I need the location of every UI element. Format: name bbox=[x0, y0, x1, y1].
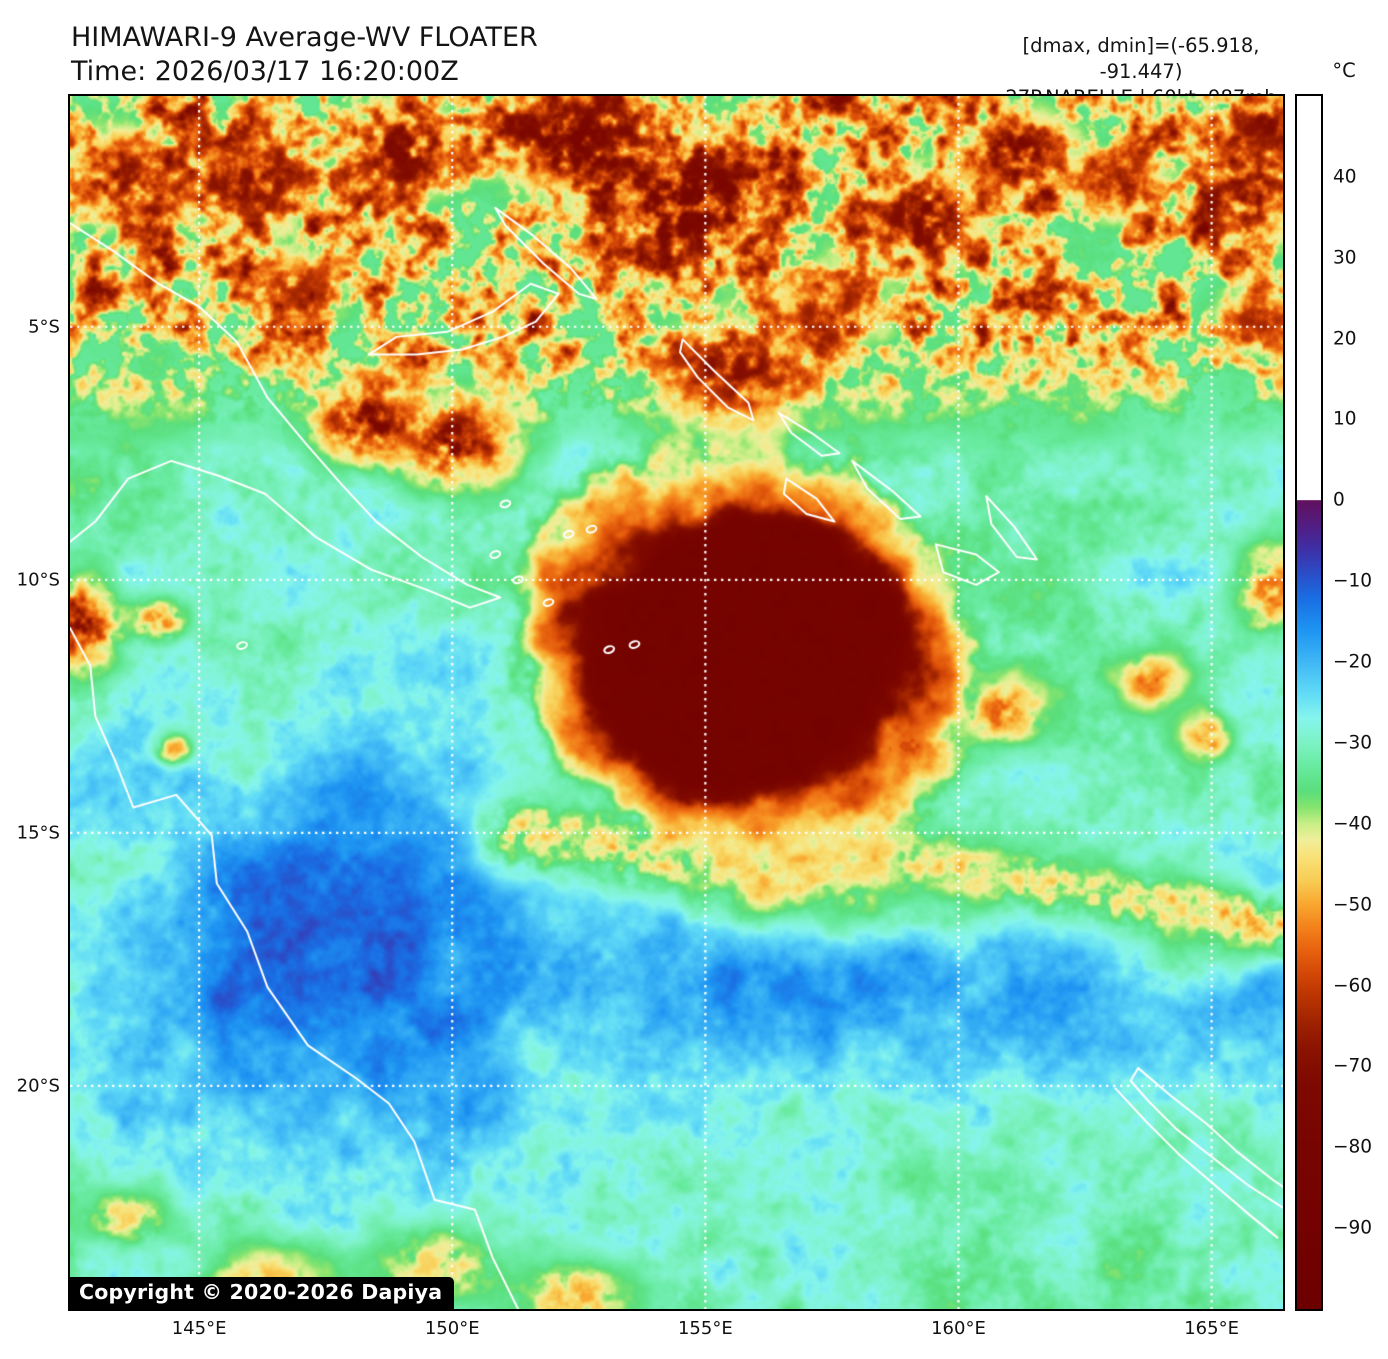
product-title-block: HIMAWARI-9 Average-WV FLOATER Time: 2026… bbox=[71, 21, 538, 89]
colorbar-tick-label: 40 bbox=[1333, 166, 1357, 188]
latitude-tick-label: 15°S bbox=[16, 822, 60, 844]
longitude-tick-label: 165°E bbox=[1184, 1318, 1239, 1339]
longitude-tick-label: 150°E bbox=[424, 1318, 480, 1339]
colorbar-tick-label: −30 bbox=[1333, 732, 1373, 754]
colorbar-tick-label: 10 bbox=[1333, 408, 1357, 430]
colorbar-tick-label: 30 bbox=[1333, 247, 1357, 269]
colorbar-tick-label: −70 bbox=[1333, 1055, 1373, 1077]
colorbar-tick-label: −20 bbox=[1333, 651, 1373, 673]
colorbar-tick-label: −40 bbox=[1333, 813, 1373, 835]
colorbar-tick-label: −80 bbox=[1333, 1136, 1373, 1158]
longitude-tick-label: 160°E bbox=[931, 1318, 986, 1339]
colorbar-tick-label: 20 bbox=[1333, 328, 1357, 350]
dmax-dmin-readout: [dmax, dmin]=(-65.918, -91.447) bbox=[1022, 34, 1260, 83]
latitude-tick-label: 10°S bbox=[16, 569, 60, 591]
copyright-badge: Copyright © 2020-2026 Dapiya bbox=[70, 1277, 455, 1309]
latitude-tick-label: 20°S bbox=[16, 1075, 60, 1097]
longitude-tick-label: 155°E bbox=[677, 1318, 733, 1339]
latitude-tick-label: 5°S bbox=[28, 316, 60, 338]
longitude-tick-label: 145°E bbox=[171, 1318, 227, 1339]
product-time: Time: 2026/03/17 16:20:00Z bbox=[71, 56, 459, 87]
colorbar-unit-label: °C bbox=[1332, 59, 1356, 82]
wv-satellite-image bbox=[70, 96, 1283, 1309]
colorbar-tick-label: −10 bbox=[1333, 570, 1373, 592]
product-title: HIMAWARI-9 Average-WV FLOATER bbox=[71, 22, 538, 53]
colorbar-tick-label: −90 bbox=[1333, 1217, 1373, 1239]
colorbar-tick-label: −50 bbox=[1333, 894, 1373, 916]
map-frame: Copyright © 2020-2026 Dapiya bbox=[68, 94, 1285, 1311]
colorbar-tick-label: −60 bbox=[1333, 975, 1373, 997]
colorbar-tick-label: 0 bbox=[1333, 489, 1345, 511]
colorbar bbox=[1295, 94, 1323, 1311]
